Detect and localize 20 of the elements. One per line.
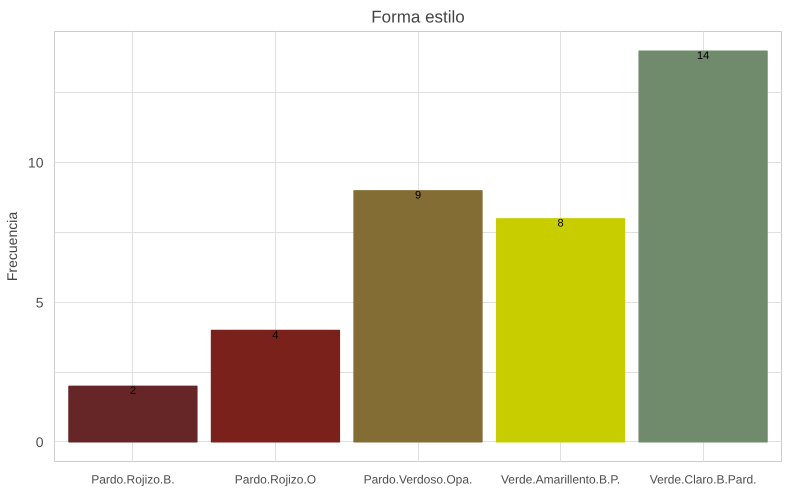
y-tick-label: 5 bbox=[36, 294, 44, 310]
x-tick-label: Verde.Amarillento.B.P. bbox=[500, 472, 620, 486]
x-tick-label: Pardo.Rojizo.O bbox=[234, 472, 316, 486]
chart-title: Forma estilo bbox=[371, 8, 465, 26]
x-tick-label: Pardo.Verdoso.Opa. bbox=[364, 472, 472, 486]
data-label: 9 bbox=[414, 190, 422, 202]
data-label: 4 bbox=[272, 329, 279, 342]
x-tick-label: Pardo.Rojizo.B. bbox=[91, 472, 175, 486]
bar bbox=[210, 330, 340, 442]
bar bbox=[496, 218, 626, 442]
x-tick-label: Verde.Claro.B.Pard. bbox=[650, 472, 756, 486]
data-label: 8 bbox=[557, 218, 564, 230]
bar bbox=[638, 50, 768, 442]
bar bbox=[68, 386, 198, 442]
bar bbox=[353, 190, 483, 442]
y-tick-label: 0 bbox=[36, 434, 44, 450]
y-tick-label: 10 bbox=[28, 154, 44, 171]
data-label: 2 bbox=[130, 385, 136, 398]
y-axis-title: Frecuencia bbox=[4, 212, 20, 282]
data-label: 14 bbox=[696, 50, 710, 62]
